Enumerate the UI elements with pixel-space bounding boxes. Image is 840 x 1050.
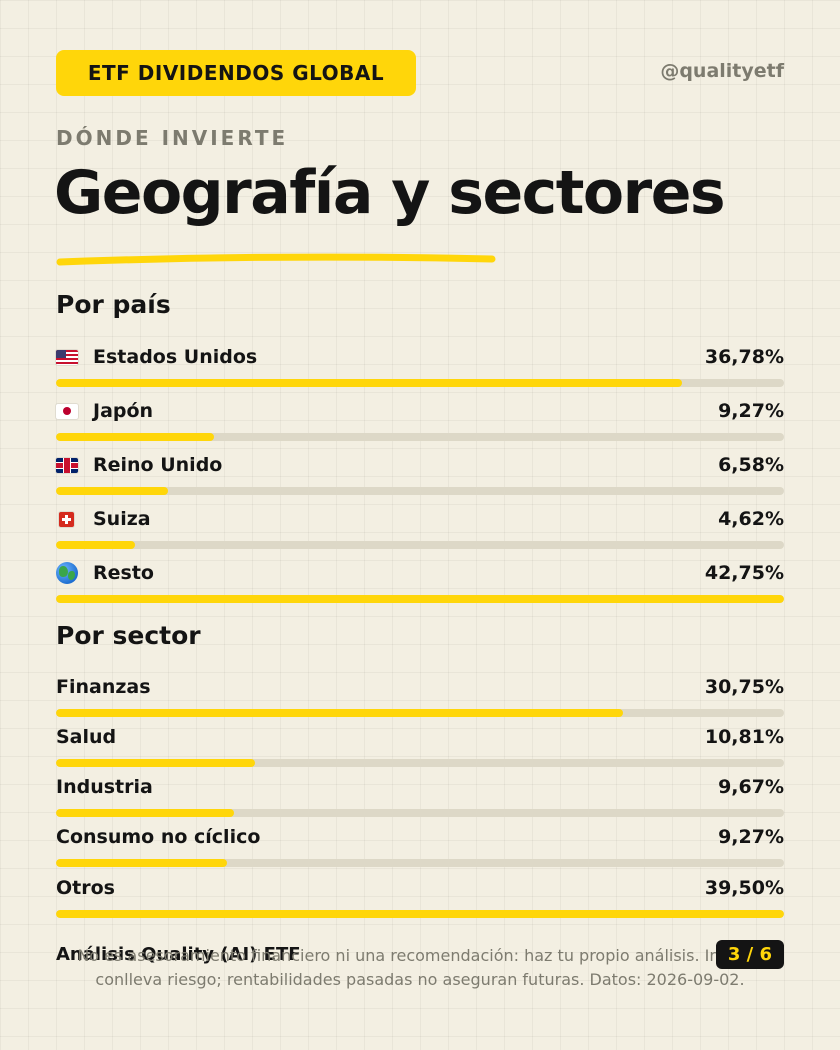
country-label: Japón — [93, 400, 154, 422]
page-title: Geografía y sectores — [54, 158, 726, 228]
allocation-bar-track — [56, 595, 784, 603]
globe-icon — [56, 562, 78, 584]
country-label: Reino Unido — [93, 454, 223, 476]
country-percentage: 4,62% — [718, 508, 784, 530]
disclaimer-text: No es asesoramiento financiero ni una re… — [77, 946, 763, 989]
allocation-bar-track — [56, 859, 784, 867]
allocation-bar-track — [56, 379, 784, 387]
country-label: Suiza — [93, 508, 151, 530]
gb-flag-icon — [56, 457, 78, 473]
us-flag-icon — [56, 349, 78, 365]
sector-row-finance: Finanzas 30,75% — [56, 675, 784, 717]
allocation-bar-track — [56, 759, 784, 767]
allocation-bar-track — [56, 433, 784, 441]
jp-flag-icon — [56, 403, 78, 419]
country-row-united-states: Estados Unidos 36,78% — [56, 345, 784, 387]
country-row-japan: Japón 9,27% — [56, 399, 784, 441]
country-label: Estados Unidos — [93, 346, 258, 368]
page-indicator: 3 / 6 — [715, 940, 784, 969]
sector-label: Otros — [56, 877, 115, 899]
allocation-bar-fill — [56, 709, 623, 717]
sector-label: Finanzas — [56, 676, 151, 698]
ch-flag-icon — [59, 511, 74, 527]
title-underline-decoration — [56, 253, 496, 266]
allocation-bar-track — [56, 541, 784, 549]
sector-percentage: 10,81% — [704, 726, 784, 748]
allocation-bar-fill — [56, 541, 135, 549]
sector-label: Consumo no cíclico — [56, 826, 261, 848]
country-percentage: 9,27% — [718, 400, 784, 422]
country-percentage: 36,78% — [704, 346, 784, 368]
footer-brand: Análisis Quality (AI) ETF — [56, 944, 301, 965]
allocation-bar-fill — [56, 379, 683, 387]
sector-percentage: 30,75% — [704, 676, 784, 698]
sector-label: Salud — [56, 726, 117, 748]
sector-row-consumer-staples: Consumo no cíclico 9,27% — [56, 825, 784, 867]
sector-row-others: Otros 39,50% — [56, 876, 784, 918]
allocation-bar-fill — [56, 433, 214, 441]
allocation-bar-fill — [56, 487, 169, 495]
sector-percentage: 9,67% — [718, 776, 784, 798]
sector-percentage: 39,50% — [704, 877, 784, 899]
allocation-bar-fill — [56, 809, 235, 817]
topic-badge: ETF DIVIDENDOS GLOBAL — [56, 50, 416, 96]
country-row-switzerland: Suiza 4,62% — [56, 507, 784, 549]
country-section-heading: Por país — [56, 290, 171, 319]
sector-label: Industria — [56, 776, 153, 798]
sector-row-health: Salud 10,81% — [56, 725, 784, 767]
sector-row-industry: Industria 9,67% — [56, 775, 784, 817]
country-percentage: 42,75% — [704, 562, 784, 584]
sector-percentage: 9,27% — [718, 826, 784, 848]
allocation-bar-track — [56, 910, 784, 918]
country-label: Resto — [93, 562, 154, 584]
allocation-bar-fill — [56, 859, 227, 867]
account-handle[interactable]: @qualityetf — [660, 60, 784, 82]
allocation-bar-track — [56, 709, 784, 717]
section-kicker: DÓNDE INVIERTE — [56, 126, 289, 150]
allocation-bar-track — [56, 809, 784, 817]
allocation-bar-track — [56, 487, 784, 495]
allocation-bar-fill — [56, 595, 784, 603]
allocation-bar-fill — [56, 910, 784, 918]
country-percentage: 6,58% — [718, 454, 784, 476]
allocation-bar-fill — [56, 759, 256, 767]
country-row-united-kingdom: Reino Unido 6,58% — [56, 453, 784, 495]
sector-section-heading: Por sector — [56, 621, 201, 650]
country-row-rest: Resto 42,75% — [56, 561, 784, 603]
